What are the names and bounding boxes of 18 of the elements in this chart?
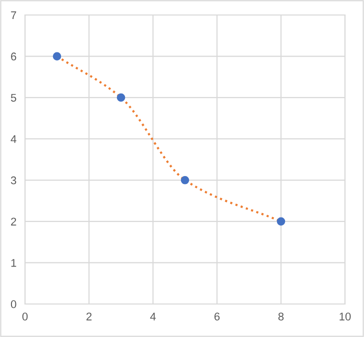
y-tick-label: 4 [10, 135, 16, 143]
y-tick-label: 1 [11, 259, 16, 267]
x-tick-label: 2 [86, 312, 92, 320]
point [116, 93, 126, 102]
x-tick-label: 6 [214, 312, 220, 320]
y-tick-label: 5 [10, 94, 16, 102]
y-tick-label: 3 [10, 176, 16, 184]
y-tick-label: 2 [11, 218, 16, 226]
x-tick-label: 8 [278, 312, 284, 320]
point [52, 52, 62, 60]
y-tick-label: 6 [11, 52, 16, 60]
point [276, 217, 286, 226]
y-tick-label: 0 [10, 300, 16, 308]
x-tick-label: 0 [22, 312, 28, 320]
x-tick-label: 4 [150, 312, 156, 320]
point [180, 176, 190, 184]
x-tick-label: 10 [340, 312, 351, 320]
y-tick-label: 7 [11, 11, 16, 20]
